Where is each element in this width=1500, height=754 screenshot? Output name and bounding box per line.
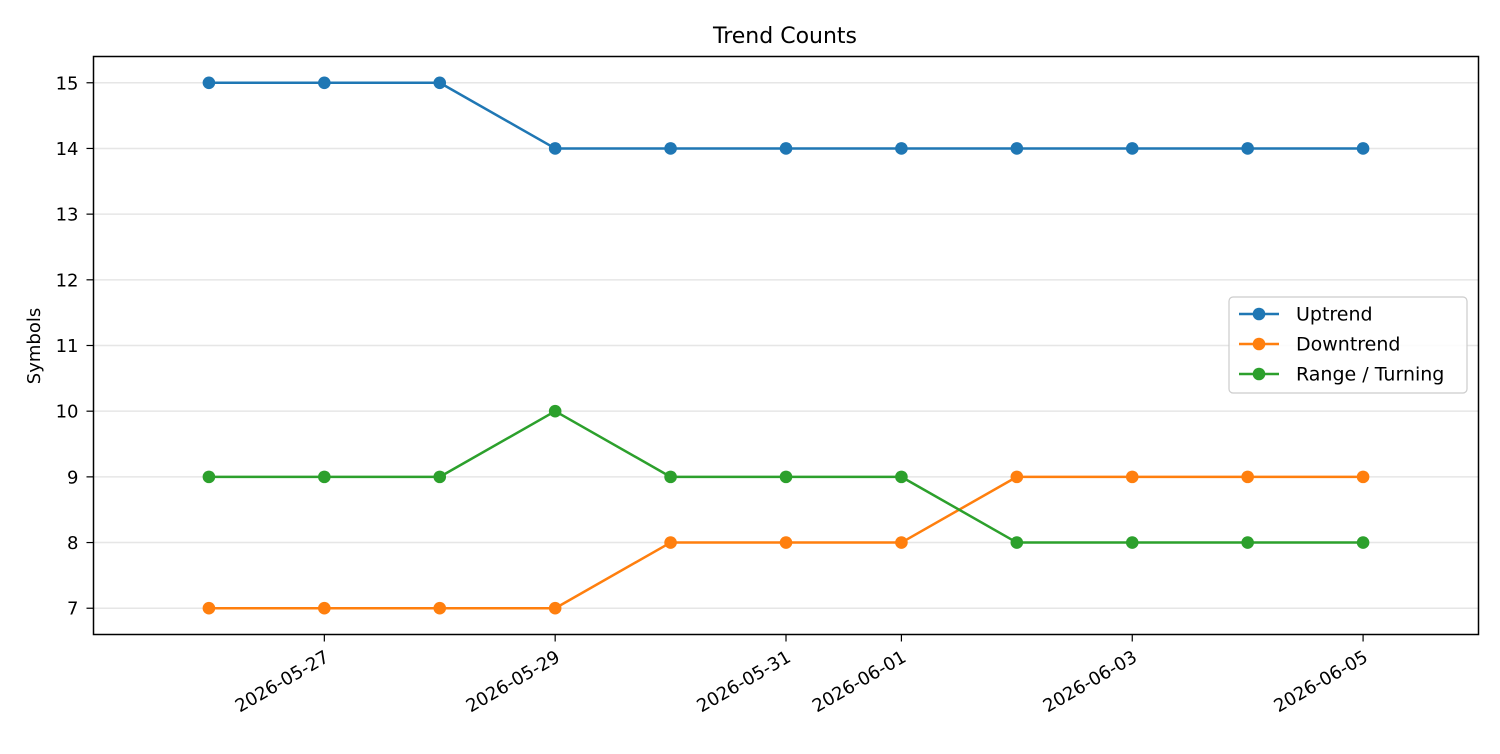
y-tick-label: 10	[56, 402, 79, 423]
data-point	[664, 142, 677, 155]
data-point	[895, 536, 908, 549]
y-tick-label: 11	[56, 336, 79, 357]
data-point	[318, 601, 331, 615]
data-point	[895, 142, 908, 155]
y-axis-label: Symbols	[24, 308, 45, 384]
data-point	[202, 601, 216, 615]
data-point	[1125, 536, 1139, 549]
data-point	[779, 536, 793, 549]
data-point	[1356, 470, 1370, 484]
y-tick-label: 13	[56, 205, 79, 226]
x-tick-label: 2026-05-27	[232, 647, 333, 717]
y-axis: 7 8 9 10 11 12 13 14 15	[56, 73, 94, 620]
series-layer	[202, 76, 1370, 615]
legend: Uptrend Downtrend Range / Turning	[1228, 296, 1468, 394]
legend-swatch-marker	[1252, 307, 1266, 321]
series-uptrend	[202, 76, 1370, 155]
data-point	[664, 536, 677, 549]
series-range-turning	[202, 404, 1370, 549]
data-point	[548, 404, 562, 418]
legend-item: Uptrend	[1239, 304, 1373, 326]
y-tick-label: 15	[56, 73, 79, 94]
data-point	[1241, 470, 1254, 484]
legend-label: Range / Turning	[1296, 364, 1444, 386]
y-tick-label: 9	[67, 467, 78, 488]
data-point	[779, 142, 793, 155]
data-point	[318, 76, 331, 90]
x-tick-label: 2026-06-03	[1040, 647, 1141, 717]
data-point	[1241, 536, 1254, 549]
data-point	[1356, 142, 1370, 155]
data-point	[433, 76, 447, 90]
data-point	[433, 601, 447, 615]
x-tick-label: 2026-06-01	[809, 647, 910, 717]
data-point	[1010, 470, 1024, 484]
legend-box	[1228, 296, 1468, 394]
x-tick-label: 2026-05-29	[463, 647, 564, 717]
x-tick-label: 2026-05-31	[693, 647, 794, 717]
data-point	[1125, 470, 1139, 484]
legend-swatch-marker	[1252, 337, 1266, 351]
data-point	[779, 470, 793, 484]
legend-item: Range / Turning	[1239, 364, 1444, 386]
data-point	[202, 76, 216, 90]
legend-label: Downtrend	[1296, 334, 1400, 356]
data-point	[1125, 142, 1139, 155]
x-axis: 2026-05-27 2026-05-29 2026-05-31 2026-06-01…	[232, 634, 1372, 717]
data-point	[1241, 142, 1254, 155]
data-point	[548, 142, 562, 155]
data-point	[1010, 536, 1024, 549]
data-point	[433, 470, 447, 484]
series-downtrend	[202, 470, 1370, 615]
data-point	[1356, 536, 1370, 549]
data-point	[318, 470, 331, 484]
y-tick-label: 14	[56, 139, 79, 160]
data-point	[202, 470, 216, 484]
y-tick-label: 7	[67, 599, 78, 620]
data-point	[548, 601, 562, 615]
legend-label: Uptrend	[1296, 304, 1373, 326]
x-tick-label: 2026-06-05	[1270, 647, 1371, 717]
legend-item: Downtrend	[1239, 334, 1400, 356]
data-point	[1010, 142, 1024, 155]
data-point	[664, 470, 677, 484]
y-tick-label: 12	[56, 270, 79, 291]
legend-swatch-marker	[1252, 367, 1266, 381]
chart-title: Trend Counts	[712, 24, 857, 49]
series-line	[207, 81, 1365, 150]
y-tick-label: 8	[67, 533, 78, 554]
data-point	[895, 470, 908, 484]
